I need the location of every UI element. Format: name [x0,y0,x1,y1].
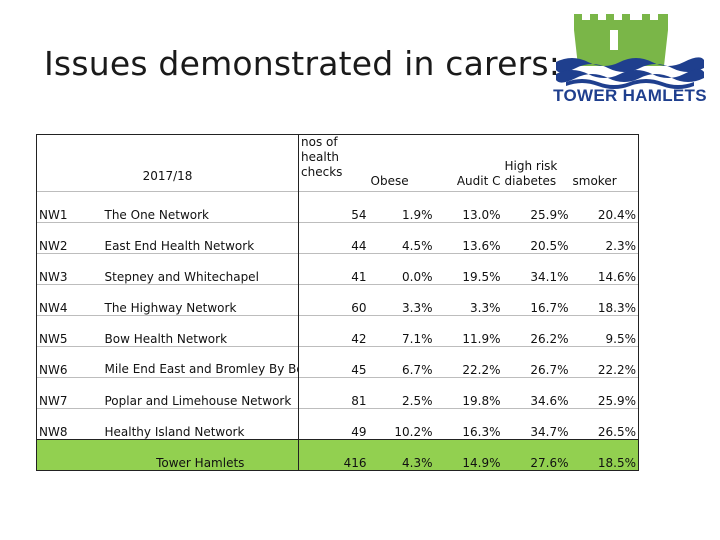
total-name: Tower Hamlets [102,439,299,471]
cell-checks: 81 [298,377,369,409]
tower-hamlets-logo [556,14,704,89]
year-label: 2017/18 [35,134,299,192]
slide-title: Issues demonstrated in carers: [44,44,561,83]
logo-text: TOWER HAMLETS [553,86,707,105]
table-row: NW1 The One Network 54 1.9% 13.0% 25.9% … [36,191,640,223]
header-audit: Audit C [434,134,503,192]
row-name: East End Health Network [102,222,299,254]
table-row: NW2 East End Health Network 44 4.5% 13.6… [36,222,640,254]
total-code [36,439,103,471]
table-row: NW6 Mile End East and Bromley By Bow 45 … [36,346,640,378]
cell-smoker: 9.5% [570,315,640,347]
castle-tower-icon [574,14,668,66]
cell-obese: 6.7% [368,346,435,378]
cell-diabetes: 16.7% [502,284,571,316]
cell-smoker: 25.9% [570,377,640,409]
cell-diabetes: 20.5% [502,222,571,254]
carers-issues-table: 2017/18 nos of health checks Obese Audit… [35,134,640,471]
table-row: NW4 The Highway Network 60 3.3% 3.3% 16.… [36,284,640,316]
cell-obese: 0.0% [368,253,435,285]
row-code: NW1 [36,191,103,223]
cell-smoker: 20.4% [570,191,640,223]
cell-diabetes: 34.6% [502,377,571,409]
cell-audit: 22.2% [434,346,503,378]
cell-obese: 4.5% [368,222,435,254]
cell-checks: 44 [298,222,369,254]
cell-obese: 1.9% [368,191,435,223]
cell-smoker: 22.2% [570,346,640,378]
cell-smoker: 14.6% [570,253,640,285]
cell-audit: 3.3% [434,284,503,316]
total-checks: 416 [298,439,369,471]
cell-obese: 2.5% [368,377,435,409]
total-row: Tower Hamlets 416 4.3% 14.9% 27.6% 18.5% [36,439,640,471]
cell-diabetes: 34.1% [502,253,571,285]
row-code: NW4 [36,284,103,316]
table-row: NW8 Healthy Island Network 49 10.2% 16.3… [36,408,640,440]
cell-smoker: 26.5% [570,408,640,440]
cell-checks: 41 [298,253,369,285]
cell-audit: 19.5% [434,253,503,285]
cell-smoker: 18.3% [570,284,640,316]
header-obese: Obese [368,134,435,192]
row-code: NW5 [36,315,103,347]
total-obese: 4.3% [368,439,435,471]
cell-checks: 45 [298,346,369,378]
cell-audit: 13.6% [434,222,503,254]
row-name: The One Network [102,191,299,223]
cell-checks: 49 [298,408,369,440]
cell-audit: 11.9% [434,315,503,347]
table-row: NW5 Bow Health Network 42 7.1% 11.9% 26.… [36,315,640,347]
cell-audit: 16.3% [434,408,503,440]
row-name: The Highway Network [102,284,299,316]
table-row: NW7 Poplar and Limehouse Network 81 2.5%… [36,377,640,409]
cell-diabetes: 25.9% [502,191,571,223]
row-code: NW6 [36,346,103,378]
cell-audit: 13.0% [434,191,503,223]
row-name: Mile End East and Bromley By Bow [102,346,299,378]
cell-audit: 19.8% [434,377,503,409]
row-code: NW8 [36,408,103,440]
header-diabetes: High risk diabetes [502,134,571,192]
cell-obese: 10.2% [368,408,435,440]
cell-obese: 3.3% [368,284,435,316]
cell-obese: 7.1% [368,315,435,347]
row-name: Bow Health Network [102,315,299,347]
row-code: NW2 [36,222,103,254]
cell-checks: 60 [298,284,369,316]
cell-diabetes: 34.7% [502,408,571,440]
total-smoker: 18.5% [570,439,640,471]
row-name: Stepney and Whitechapel [102,253,299,285]
cell-smoker: 2.3% [570,222,640,254]
total-diabetes: 27.6% [502,439,571,471]
cell-diabetes: 26.7% [502,346,571,378]
header-row: 2017/18 nos of health checks Obese Audit… [35,134,640,192]
row-name: Healthy Island Network [102,408,299,440]
table-row: NW3 Stepney and Whitechapel 41 0.0% 19.5… [36,253,640,285]
header-smoker: smoker [570,134,640,192]
total-audit: 14.9% [434,439,503,471]
cell-diabetes: 26.2% [502,315,571,347]
row-name: Poplar and Limehouse Network [102,377,299,409]
header-checks: nos of health checks [298,134,369,192]
row-code: NW7 [36,377,103,409]
cell-checks: 54 [298,191,369,223]
cell-checks: 42 [298,315,369,347]
row-code: NW3 [36,253,103,285]
wave-icon [556,57,704,73]
